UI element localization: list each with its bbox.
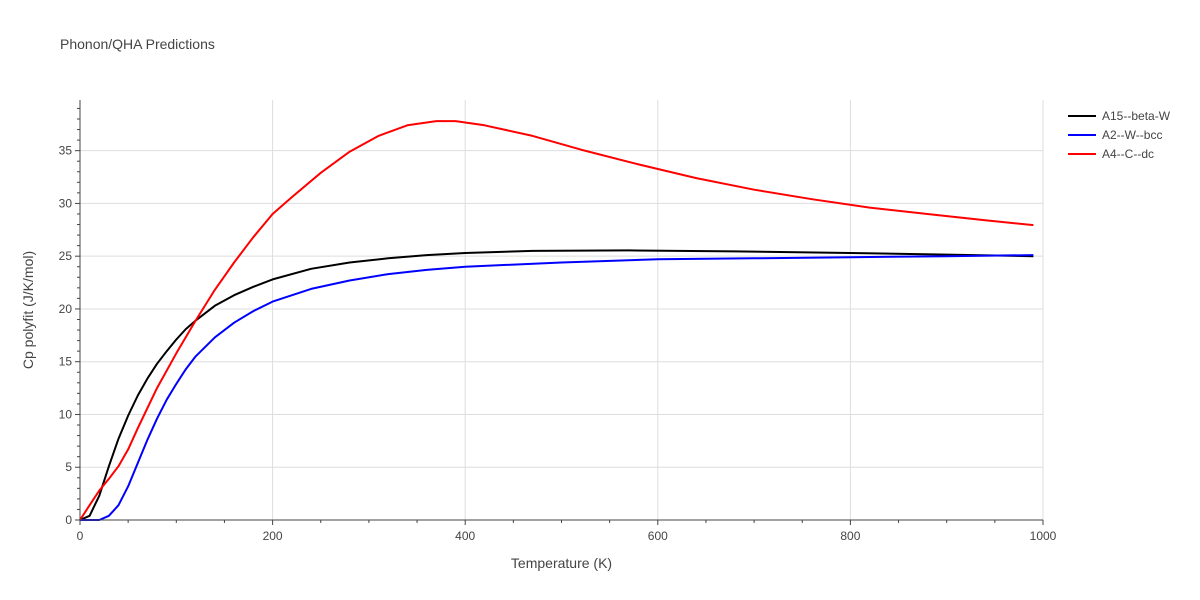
x-tick-label: 200 xyxy=(263,529,283,543)
series-line-0 xyxy=(79,249,1034,521)
y-tick-label: 0 xyxy=(65,513,72,527)
y-tick-label: 20 xyxy=(59,302,73,316)
legend-label-0: A15--beta-W xyxy=(1102,108,1171,123)
y-tick-label: 10 xyxy=(59,407,73,421)
x-axis-title: Temperature (K) xyxy=(511,555,612,571)
x-tick-label: 0 xyxy=(77,529,84,543)
x-tick-label: 1000 xyxy=(1030,529,1057,543)
x-tick-label: 800 xyxy=(840,529,860,543)
x-tick-label: 400 xyxy=(455,529,475,543)
series-line-1 xyxy=(80,254,1034,521)
legend-item-0[interactable]: A15--beta-W xyxy=(1068,106,1170,125)
y-tick-label: 15 xyxy=(59,355,73,369)
y-tick-label: 35 xyxy=(59,144,73,158)
x-tick-label: 600 xyxy=(648,529,668,543)
legend-item-2[interactable]: A4--C--dc xyxy=(1068,144,1170,163)
series-lines xyxy=(79,120,1034,521)
axes: 0 200 400 600 800 1000 0 5 10 15 20 25 30 35 xyxy=(59,100,1057,543)
series-line-2 xyxy=(79,120,1034,521)
legend-label-1: A2--W--bcc xyxy=(1102,127,1163,142)
y-tick-label: 30 xyxy=(59,196,73,210)
legend: A15--beta-W A2--W--bcc A4--C--dc xyxy=(1068,106,1170,163)
legend-item-1[interactable]: A2--W--bcc xyxy=(1068,125,1170,144)
legend-label-2: A4--C--dc xyxy=(1102,146,1155,161)
y-tick-label: 25 xyxy=(59,249,73,263)
y-tick-label: 5 xyxy=(65,460,72,474)
chart-title: Phonon/QHA Predictions xyxy=(60,36,215,52)
legend-swatch-1 xyxy=(1068,133,1096,136)
legend-swatch-0 xyxy=(1068,114,1096,117)
grid-lines xyxy=(80,100,1044,520)
legend-swatch-2 xyxy=(1068,152,1096,155)
y-axis-title: Cp polyfit (J/K/mol) xyxy=(20,251,36,369)
